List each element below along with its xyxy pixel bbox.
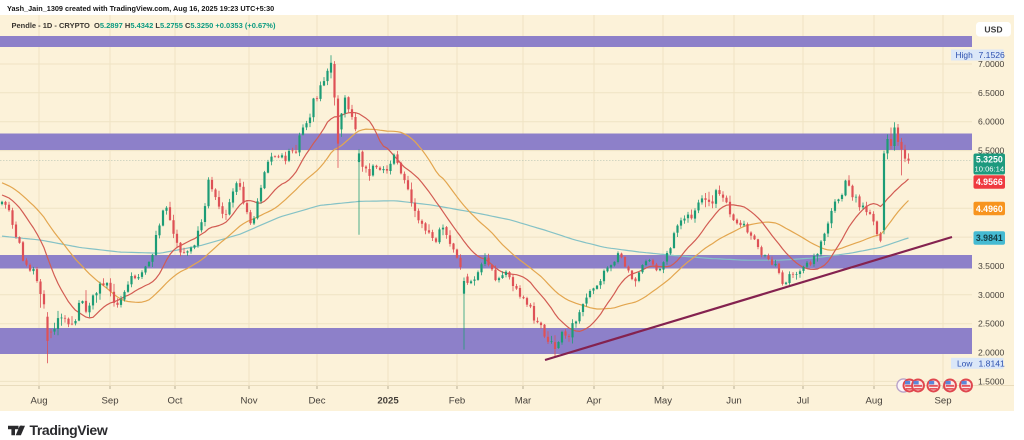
svg-text:4.4960: 4.4960 — [976, 204, 1003, 214]
svg-text:4.9566: 4.9566 — [976, 177, 1003, 187]
svg-text:5.3250: 5.3250 — [976, 154, 1003, 164]
svg-text:Sep: Sep — [101, 396, 118, 407]
svg-text:Jun: Jun — [726, 396, 741, 407]
svg-text:USD: USD — [984, 25, 1002, 35]
svg-text:High: High — [956, 50, 974, 60]
svg-text:7.1526: 7.1526 — [979, 50, 1006, 60]
svg-text:Oct: Oct — [168, 396, 183, 407]
svg-text:Aug: Aug — [865, 396, 882, 407]
svg-text:Feb: Feb — [449, 396, 466, 407]
svg-text:May: May — [654, 396, 672, 407]
svg-text:Jul: Jul — [797, 396, 809, 407]
svg-text:TradingView: TradingView — [30, 422, 108, 438]
svg-text:1.8141: 1.8141 — [979, 359, 1006, 369]
svg-text:Aug: Aug — [30, 396, 47, 407]
svg-text:Pendle - 1D - CRYPTO O5.2897: Pendle - 1D - CRYPTO O5.2897 H5.4342 L5.… — [12, 21, 276, 30]
svg-text:3.9841: 3.9841 — [976, 233, 1003, 243]
svg-text:6.0000: 6.0000 — [978, 117, 1005, 127]
svg-text:2.5000: 2.5000 — [978, 319, 1005, 329]
svg-text:7.0000: 7.0000 — [978, 59, 1005, 69]
svg-text:Sep: Sep — [934, 396, 951, 407]
svg-text:2025: 2025 — [377, 396, 399, 407]
svg-text:6.5000: 6.5000 — [978, 88, 1005, 98]
svg-text:Nov: Nov — [240, 396, 257, 407]
svg-text:Low: Low — [957, 359, 973, 369]
svg-text:5.5000: 5.5000 — [978, 146, 1005, 156]
svg-text:10:06:14: 10:06:14 — [975, 165, 1005, 174]
svg-text:3.0000: 3.0000 — [978, 290, 1005, 300]
svg-text:Mar: Mar — [515, 396, 532, 407]
svg-text:2.0000: 2.0000 — [978, 348, 1005, 358]
svg-text:Dec: Dec — [308, 396, 325, 407]
svg-text:Apr: Apr — [587, 396, 603, 407]
svg-text:1.5000: 1.5000 — [978, 376, 1005, 386]
svg-text:3.5000: 3.5000 — [978, 261, 1005, 271]
svg-text:Yash_Jain_1309 created with Tr: Yash_Jain_1309 created with TradingView.… — [7, 4, 274, 13]
